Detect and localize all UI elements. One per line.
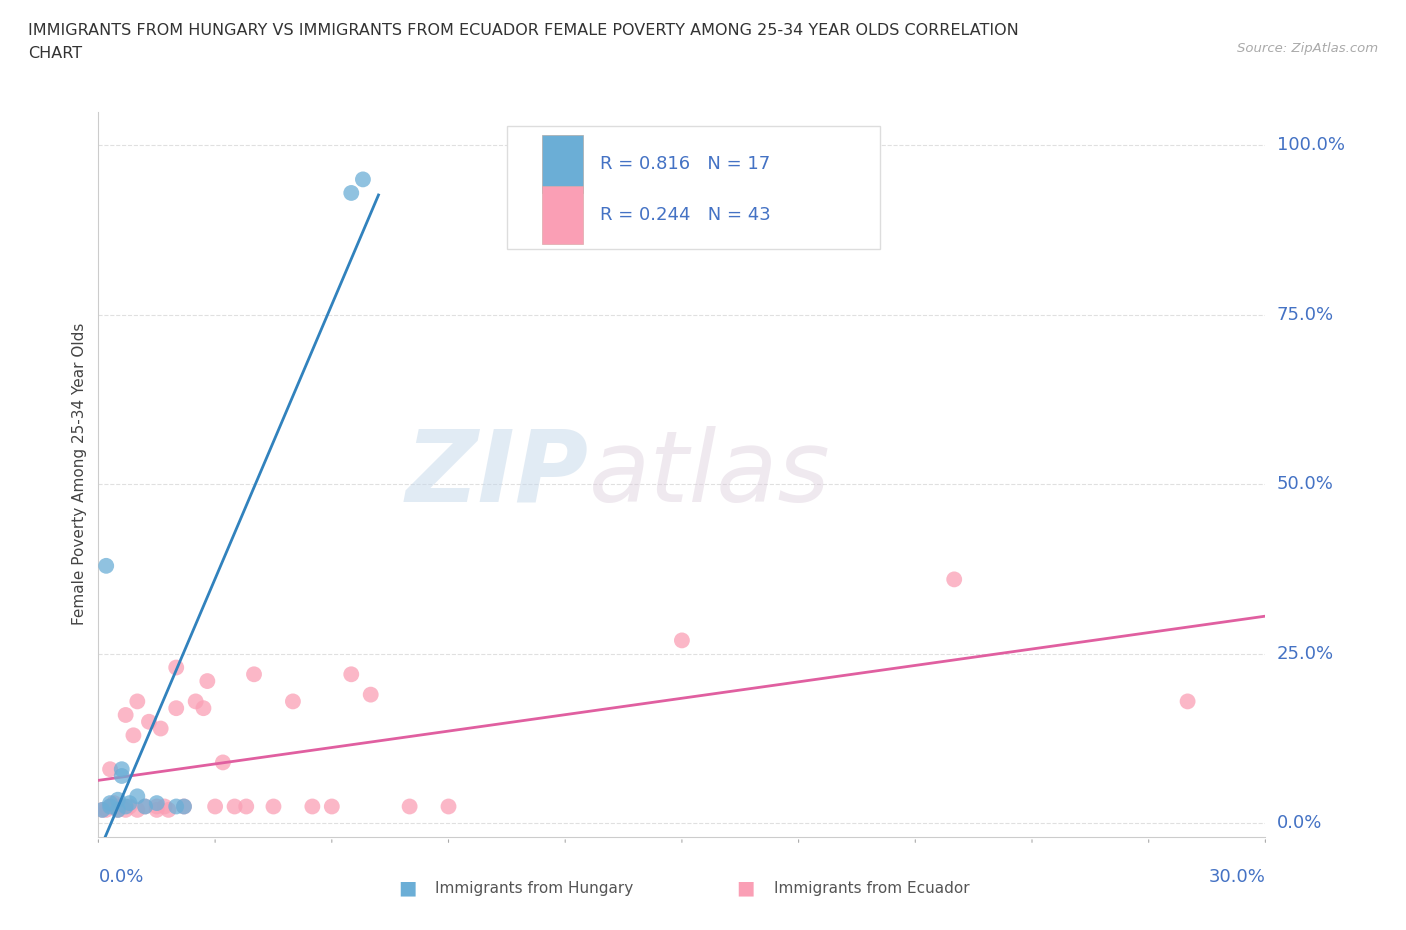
Point bbox=[146, 799, 169, 814]
Point bbox=[281, 694, 304, 709]
Point bbox=[360, 687, 382, 702]
Point bbox=[149, 721, 172, 736]
Point bbox=[98, 796, 121, 811]
Point bbox=[91, 803, 114, 817]
Point bbox=[138, 714, 160, 729]
Point bbox=[134, 799, 156, 814]
Point bbox=[165, 660, 187, 675]
Point bbox=[107, 803, 129, 817]
Text: 0.0%: 0.0% bbox=[1277, 815, 1322, 832]
Point bbox=[224, 799, 246, 814]
Text: 75.0%: 75.0% bbox=[1277, 306, 1334, 324]
Point bbox=[96, 558, 118, 573]
Text: ■: ■ bbox=[735, 879, 755, 897]
Point bbox=[165, 700, 187, 715]
Point bbox=[114, 803, 136, 817]
Point bbox=[111, 799, 134, 814]
Point bbox=[111, 762, 134, 777]
Point bbox=[1177, 694, 1199, 709]
Point bbox=[157, 803, 180, 817]
Point bbox=[107, 792, 129, 807]
Text: Immigrants from Ecuador: Immigrants from Ecuador bbox=[773, 881, 970, 896]
Point bbox=[165, 799, 187, 814]
Point bbox=[262, 799, 284, 814]
Point bbox=[398, 799, 420, 814]
Text: R = 0.816   N = 17: R = 0.816 N = 17 bbox=[600, 154, 770, 173]
Point bbox=[118, 799, 141, 814]
Point bbox=[107, 803, 129, 817]
Point bbox=[134, 799, 156, 814]
FancyBboxPatch shape bbox=[541, 186, 582, 244]
Point bbox=[212, 755, 235, 770]
Y-axis label: Female Poverty Among 25-34 Year Olds: Female Poverty Among 25-34 Year Olds bbox=[72, 323, 87, 626]
Point bbox=[91, 803, 114, 817]
Point bbox=[340, 667, 363, 682]
Point bbox=[127, 789, 149, 804]
Text: 50.0%: 50.0% bbox=[1277, 475, 1333, 494]
Text: atlas: atlas bbox=[589, 426, 830, 523]
Point bbox=[321, 799, 343, 814]
Point bbox=[127, 803, 149, 817]
FancyBboxPatch shape bbox=[541, 135, 582, 193]
Text: CHART: CHART bbox=[28, 46, 82, 61]
Point bbox=[118, 796, 141, 811]
Point bbox=[146, 796, 169, 811]
Point bbox=[193, 700, 215, 715]
Point bbox=[122, 728, 145, 743]
Text: Source: ZipAtlas.com: Source: ZipAtlas.com bbox=[1237, 42, 1378, 55]
Point bbox=[98, 762, 121, 777]
Point bbox=[127, 694, 149, 709]
Text: R = 0.244   N = 43: R = 0.244 N = 43 bbox=[600, 206, 770, 224]
Point bbox=[114, 708, 136, 723]
Point bbox=[184, 694, 207, 709]
Point bbox=[437, 799, 460, 814]
Point bbox=[235, 799, 257, 814]
Text: IMMIGRANTS FROM HUNGARY VS IMMIGRANTS FROM ECUADOR FEMALE POVERTY AMONG 25-34 YE: IMMIGRANTS FROM HUNGARY VS IMMIGRANTS FR… bbox=[28, 23, 1019, 38]
Point bbox=[146, 803, 169, 817]
Point bbox=[173, 799, 195, 814]
Text: 0.0%: 0.0% bbox=[98, 868, 143, 885]
Point bbox=[96, 803, 118, 817]
Point bbox=[671, 633, 693, 648]
Point bbox=[107, 799, 129, 814]
Text: 25.0%: 25.0% bbox=[1277, 645, 1334, 663]
Point bbox=[340, 185, 363, 200]
Point bbox=[153, 799, 176, 814]
Point bbox=[943, 572, 966, 587]
Text: 100.0%: 100.0% bbox=[1277, 137, 1344, 154]
Point bbox=[243, 667, 266, 682]
FancyBboxPatch shape bbox=[506, 126, 880, 249]
Point bbox=[195, 673, 218, 688]
Point bbox=[98, 799, 121, 814]
Point bbox=[352, 172, 374, 187]
Text: ZIP: ZIP bbox=[405, 426, 589, 523]
Point bbox=[204, 799, 226, 814]
Point bbox=[103, 796, 125, 811]
Text: 30.0%: 30.0% bbox=[1209, 868, 1265, 885]
Point bbox=[114, 799, 136, 814]
Text: ■: ■ bbox=[398, 879, 418, 897]
Point bbox=[173, 799, 195, 814]
Point bbox=[98, 799, 121, 814]
Text: Immigrants from Hungary: Immigrants from Hungary bbox=[434, 881, 634, 896]
Point bbox=[111, 768, 134, 783]
Point bbox=[301, 799, 323, 814]
